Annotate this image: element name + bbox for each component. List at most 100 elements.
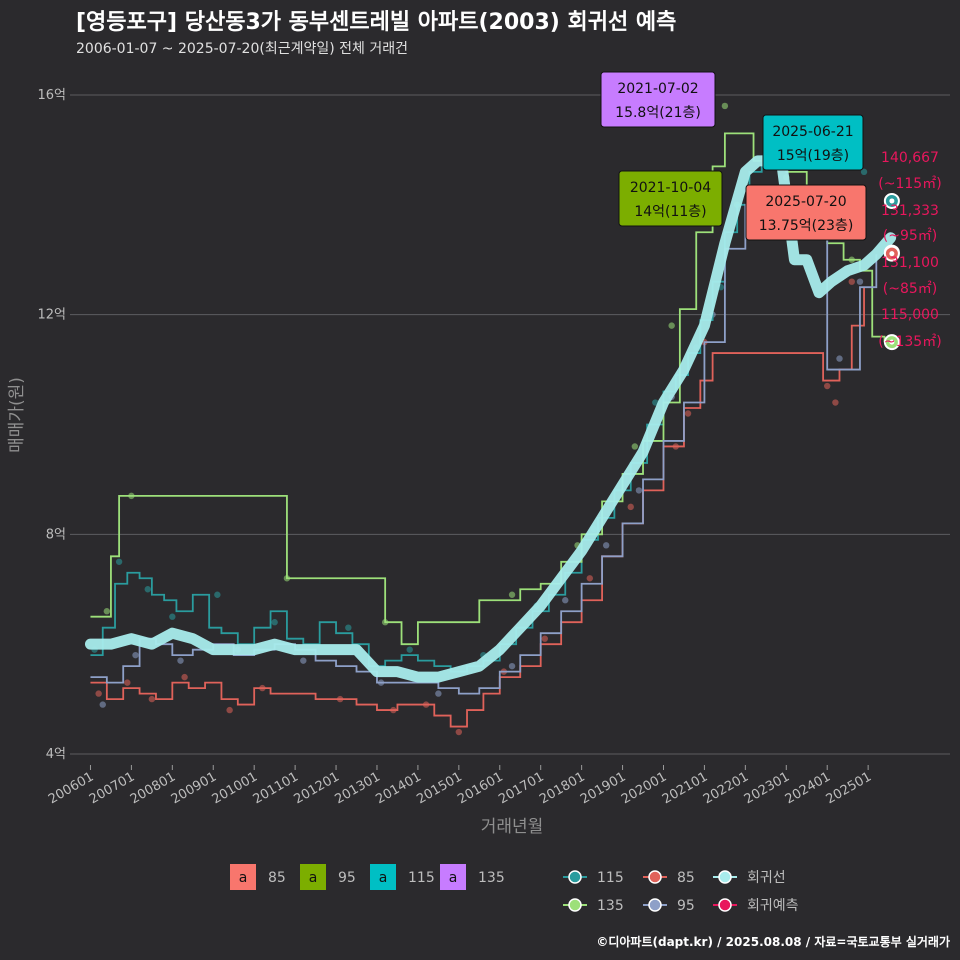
- forecast-marker-core: [889, 339, 895, 345]
- data-point: [95, 690, 102, 697]
- legend-glyph: a: [239, 870, 248, 886]
- legend-marker: [648, 870, 662, 884]
- callout-price: 13.75억(23층): [759, 218, 854, 234]
- legend-label-95: 95: [338, 870, 356, 886]
- x-tick-label: 200701: [87, 769, 137, 807]
- data-point: [345, 624, 352, 631]
- data-point: [856, 278, 864, 285]
- callout-date: 2025-07-20: [765, 194, 846, 210]
- x-tick-label: 200901: [169, 769, 219, 807]
- callout-labels: 2021-07-02 15.8억(21층) 2025-06-21 15억(19층) 20…: [600, 71, 867, 241]
- data-point: [406, 646, 413, 653]
- x-tick-label: 202501: [824, 769, 874, 807]
- callout-date: 2021-10-04: [630, 180, 711, 196]
- callout-date: 2025-06-21: [772, 124, 853, 140]
- x-tick-label: 201501: [414, 769, 464, 807]
- legend-marker: [568, 898, 582, 912]
- x-tick-label: 201901: [578, 769, 628, 807]
- callout-box: [618, 170, 723, 227]
- x-tick-label: 202301: [742, 769, 792, 807]
- y-axis-title: 매매가(원): [7, 377, 27, 453]
- legend-swatch-85: [230, 864, 256, 890]
- legend-marker: [718, 870, 732, 884]
- callout-price: 15.8억(21층): [615, 105, 701, 121]
- data-point: [181, 673, 188, 681]
- forecast-area: (~135㎡): [878, 334, 941, 350]
- x-tick-label: 202101: [660, 769, 710, 807]
- forecast-value: 140,667: [881, 150, 939, 166]
- data-point: [124, 679, 131, 686]
- data-point: [635, 487, 643, 494]
- y-tick-label: 16억: [37, 88, 66, 103]
- forecast-value: 115,000: [881, 307, 939, 323]
- data-point: [684, 410, 692, 417]
- chart-title: [영등포구] 당산동3가 동부센트레빌 아파트(2003) 회귀선 예측: [76, 10, 677, 35]
- x-tick-label: 201101: [251, 769, 301, 807]
- legend-swatch-135: [440, 864, 466, 890]
- callout-date: 2021-07-02: [617, 81, 698, 97]
- legend-glyph: a: [379, 870, 388, 886]
- x-tick-label: 201601: [455, 769, 505, 807]
- forecast-area: (~85㎡): [883, 281, 937, 297]
- legend-marker: [568, 870, 582, 884]
- data-point: [832, 399, 839, 406]
- legend-line-label: 회귀예측: [747, 898, 799, 914]
- x-tick-label: 201301: [332, 769, 382, 807]
- data-point: [860, 168, 868, 176]
- x-axis-ticks: 2006012007012008012009012010012011012012…: [46, 765, 874, 807]
- data-point: [144, 586, 151, 593]
- x-axis-title: 거래년월: [481, 817, 544, 837]
- callout-price: 15억(19층): [777, 148, 849, 164]
- forecast-marker-core: [889, 198, 895, 204]
- data-point: [668, 322, 675, 329]
- data-point: [508, 591, 516, 598]
- forecast-value: 131,333: [881, 203, 939, 219]
- legend-label-135: 135: [478, 870, 505, 886]
- legend-label-115: 115: [408, 870, 435, 886]
- x-tick-label: 200801: [128, 769, 178, 807]
- x-tick-label: 202201: [701, 769, 751, 807]
- callout-box: [600, 71, 716, 128]
- data-point: [435, 690, 442, 697]
- legend-swatch-115: [370, 864, 396, 890]
- source-footer: ©디아파트(dapt.kr) / 2025.08.08 / 자료=국토교통부 실…: [596, 935, 950, 949]
- y-axis-ticks: 4억 8억 12억 16억: [37, 88, 66, 762]
- regression-line: [84, 155, 897, 683]
- x-tick-label: 202401: [783, 769, 833, 807]
- data-point: [836, 355, 843, 362]
- legend-swatch-95: [300, 864, 326, 890]
- legend-marker: [648, 898, 662, 912]
- legend-glyph: a: [449, 870, 458, 886]
- data-point: [848, 278, 855, 285]
- data-point: [148, 695, 156, 703]
- data-point: [562, 597, 569, 604]
- x-tick-label: 201001: [210, 769, 260, 807]
- forecast-marker-core: [889, 251, 895, 257]
- x-tick-label: 202001: [619, 769, 669, 807]
- legend-line-label: 95: [677, 898, 695, 914]
- data-point: [586, 575, 594, 582]
- legend: a 85 a 95 a 115 a 135 115 85 회귀선 135 95 회귀예측: [230, 864, 799, 914]
- data-point: [169, 613, 176, 620]
- data-point: [271, 619, 278, 626]
- chart-subtitle: 2006-01-07 ~ 2025-07-20(최근계약일) 전체 거래건: [76, 41, 408, 57]
- legend-label-85: 85: [268, 870, 286, 886]
- forecast-value: 131,100: [881, 255, 939, 271]
- data-point: [300, 657, 307, 664]
- data-point: [214, 591, 221, 598]
- series-line-85: [90, 287, 865, 728]
- legend-line-label: 115: [597, 870, 624, 886]
- legend-glyph: a: [309, 870, 318, 886]
- callout-box: [745, 184, 867, 241]
- data-point: [103, 608, 111, 615]
- y-tick-label: 8억: [46, 527, 66, 542]
- y-tick-label: 12억: [37, 308, 66, 323]
- gridlines: [70, 94, 950, 755]
- data-point: [508, 662, 516, 670]
- legend-line-label: 135: [597, 898, 624, 914]
- callout-box: [762, 114, 864, 171]
- forecast-markers: [883, 192, 900, 351]
- data-point: [541, 635, 548, 642]
- forecast-labels: 140,667 (~115㎡) 131,333 (~95㎡) 131,100 (~85㎡)…: [878, 150, 941, 350]
- y-tick-label: 4억: [46, 747, 66, 762]
